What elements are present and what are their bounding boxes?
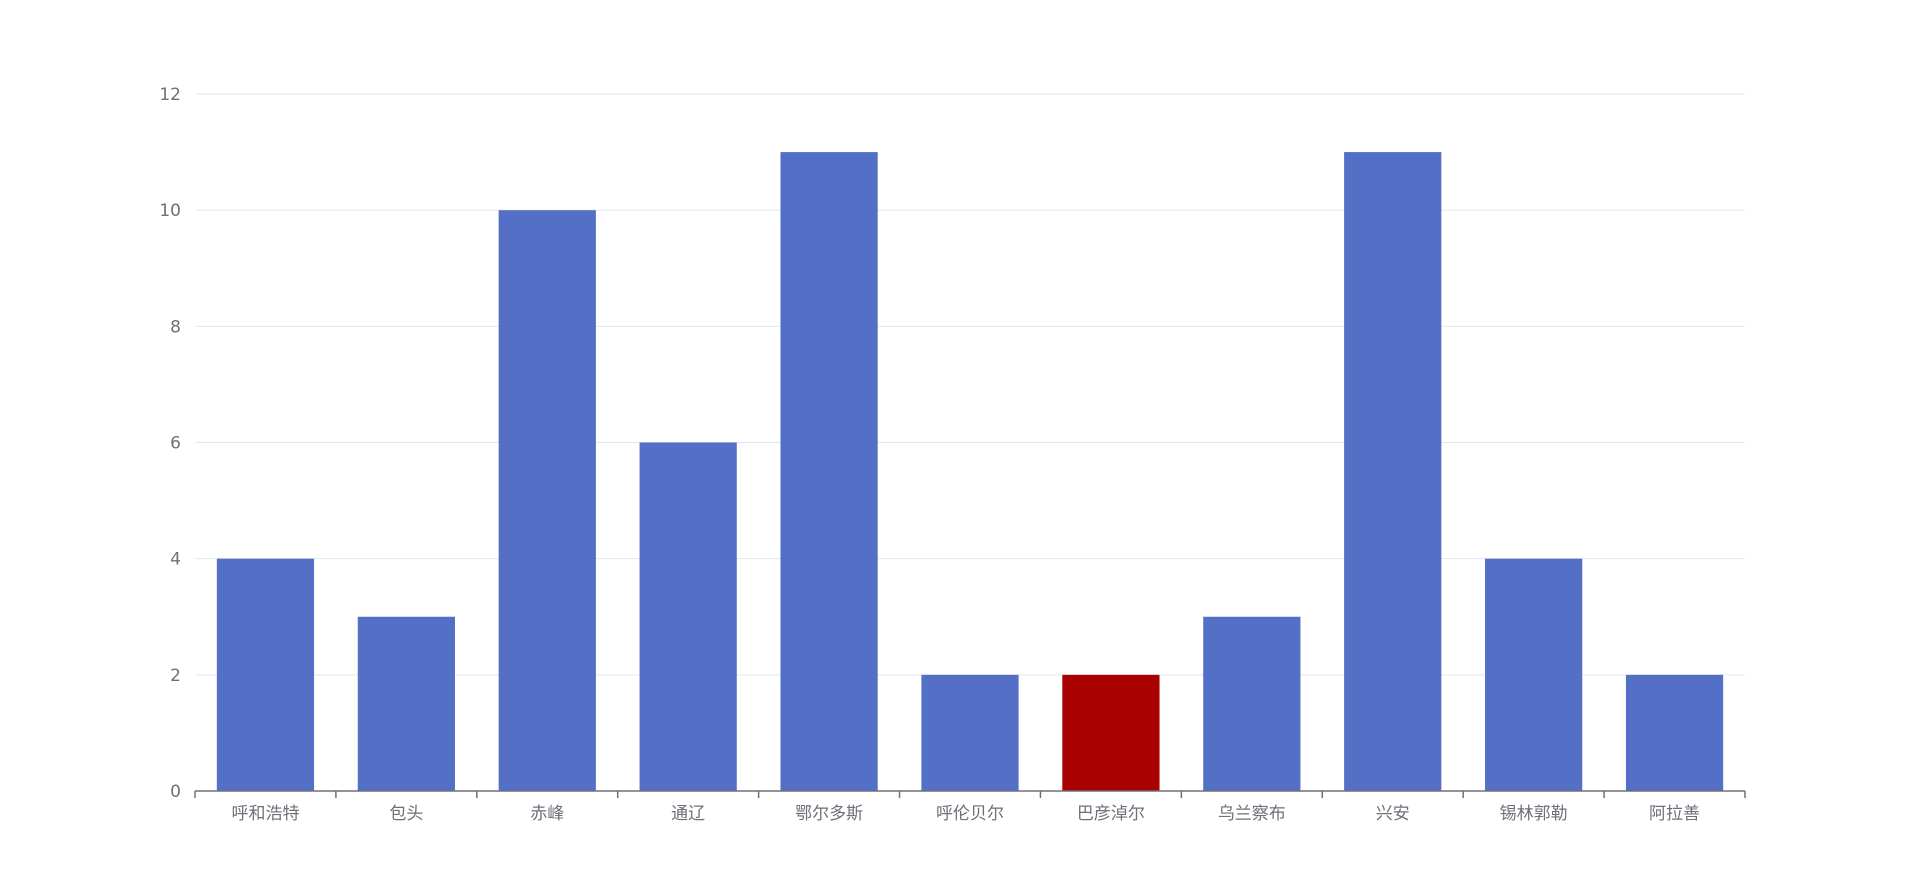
bar-5[interactable] bbox=[780, 152, 878, 792]
x-tick-label: 乌兰察布 bbox=[1218, 804, 1286, 824]
bar-10[interactable] bbox=[1485, 558, 1583, 791]
y-tick-label: 6 bbox=[170, 434, 181, 454]
y-tick-label: 8 bbox=[170, 317, 181, 337]
x-tick-label: 阿拉善 bbox=[1649, 804, 1700, 824]
x-tick-label: 兴安 bbox=[1376, 804, 1410, 824]
y-tick-label: 12 bbox=[159, 85, 181, 105]
bar-8[interactable] bbox=[1203, 616, 1301, 791]
y-axis-tick-labels: 0 2 4 6 8 10 12 bbox=[159, 85, 181, 802]
x-axis bbox=[194, 790, 1746, 798]
bar-2[interactable] bbox=[357, 616, 455, 791]
y-tick-label: 0 bbox=[170, 782, 181, 802]
x-axis-category-labels: 呼和浩特 包头 赤峰 通辽 鄂尔多斯 呼伦贝尔 巴彦淖尔 乌兰察布 兴安 锡林郭勒 阿拉善 bbox=[231, 804, 1700, 824]
bar-11[interactable] bbox=[1625, 674, 1724, 791]
y-tick-label: 10 bbox=[159, 201, 181, 221]
bar-1[interactable] bbox=[216, 558, 315, 791]
y-tick-label: 4 bbox=[170, 550, 181, 570]
y-tick-label: 2 bbox=[170, 666, 181, 686]
x-tick-label: 赤峰 bbox=[530, 804, 564, 824]
x-tick-label: 呼伦贝尔 bbox=[936, 804, 1004, 824]
bar-6[interactable] bbox=[921, 674, 1019, 791]
x-tick-label: 包头 bbox=[389, 804, 423, 824]
bars bbox=[216, 152, 1724, 792]
x-tick-label: 巴彦淖尔 bbox=[1077, 804, 1145, 824]
bar-4[interactable] bbox=[639, 442, 737, 792]
bar-7[interactable] bbox=[1062, 674, 1160, 791]
x-tick-label: 鄂尔多斯 bbox=[795, 804, 863, 824]
bar-9[interactable] bbox=[1344, 152, 1442, 792]
bar-3[interactable] bbox=[498, 210, 596, 791]
x-tick-label: 通辽 bbox=[671, 804, 705, 824]
x-tick-label: 呼和浩特 bbox=[231, 804, 299, 824]
x-tick-label: 锡林郭勒 bbox=[1500, 804, 1568, 824]
